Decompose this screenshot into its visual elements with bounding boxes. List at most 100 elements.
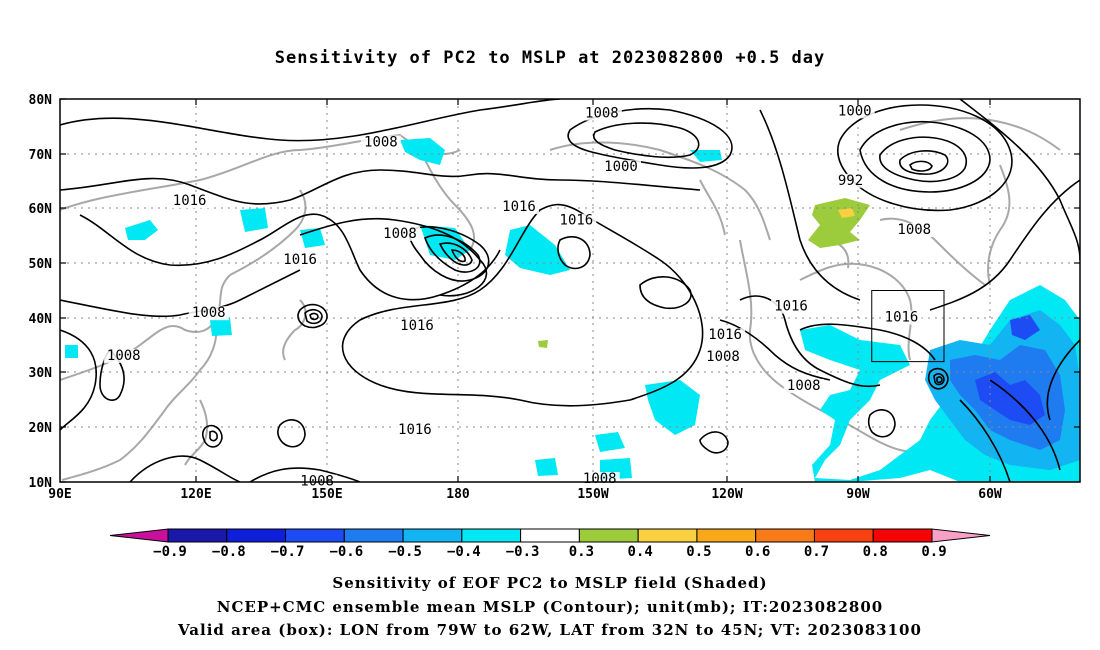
- plot-frame: [59, 98, 1081, 483]
- map-title: Sensitivity of PC2 to MSLP at 2023082800…: [274, 48, 826, 68]
- colorbar-swatch: [872, 528, 933, 543]
- contour-label: 992: [838, 173, 863, 189]
- colorbar-left-arrow: [109, 528, 169, 543]
- lat-tick-label: 50N: [29, 257, 53, 272]
- lat-tick-label: 10N: [29, 476, 53, 491]
- contour-label: 1008: [364, 135, 398, 151]
- tick-marks: [60, 98, 1080, 483]
- lon-tick-label: 150E: [311, 487, 342, 502]
- colorbar-label: 0.7: [804, 544, 829, 560]
- contour-label: 1016: [774, 299, 808, 315]
- contour-label: 1016: [560, 213, 594, 229]
- contour-label-bg: [894, 223, 935, 238]
- caption-line-1: Sensitivity of EOF PC2 to MSLP field (Sh…: [332, 574, 768, 592]
- contour-label-bg: [169, 194, 210, 209]
- contour-label-bg: [601, 160, 641, 175]
- colorbar-swatch: [578, 528, 639, 543]
- contour-label-bg: [103, 348, 144, 363]
- colorbar-swatch: [813, 528, 874, 543]
- contour-label: 1008: [107, 348, 141, 364]
- colorbar-label: −0.8: [212, 544, 246, 560]
- contour-label-bg: [499, 200, 539, 215]
- contour-label-bg: [360, 135, 401, 150]
- colorbar-swatch: [520, 528, 580, 543]
- mslp-contours: [60, 99, 1080, 482]
- contour-label: 1016: [502, 199, 536, 215]
- contour-label: 1008: [383, 226, 417, 242]
- colorbar-swatch: [755, 528, 815, 543]
- contour-label-bg: [881, 310, 922, 325]
- colorbar-label: 0.3: [569, 544, 594, 560]
- contour-label-bg: [380, 226, 420, 241]
- lon-tick-label: 60W: [978, 487, 1002, 502]
- lon-tick-label: 90W: [846, 487, 870, 502]
- contour-label: 1000: [604, 159, 638, 175]
- valid-area-box: [871, 290, 945, 363]
- contour-label: 1008: [583, 471, 617, 487]
- colorbar-swatch: [402, 528, 463, 543]
- colorbar-label: 0.6: [745, 544, 770, 560]
- caption-line-3: Valid area (box): LON from 79W to 62W, L…: [178, 621, 922, 639]
- lon-tick-label: 180: [446, 487, 470, 502]
- lat-tick-label: 40N: [29, 312, 53, 327]
- contour-label: 1008: [192, 305, 226, 321]
- contour-label-bg: [783, 378, 824, 393]
- colorbar-right-arrow: [931, 528, 991, 543]
- colorbar-swatch: [637, 528, 698, 543]
- colorbar-label: −0.4: [447, 544, 481, 560]
- contour-label: 1016: [885, 310, 919, 326]
- colorbar-swatch: [167, 528, 228, 543]
- colorbar-label: −0.9: [153, 544, 187, 560]
- colorbar: −0.9 −0.8 −0.7 −0.6 −0.5 −0.4 −0.3 0.3 0.4 0.5 0.6…: [109, 528, 991, 560]
- contour-label-bg: [397, 318, 437, 333]
- lon-tick-label: 120E: [180, 487, 211, 502]
- lon-tick-label: 120W: [711, 487, 742, 502]
- colorbar-label: 0.4: [628, 544, 653, 560]
- lat-tick-label: 30N: [29, 366, 53, 381]
- contour-label-bg: [703, 349, 743, 364]
- contour-label: 1016: [708, 327, 742, 343]
- colorbar-label: 0.9: [921, 544, 946, 560]
- contour-label: 1016: [400, 318, 434, 334]
- contour-label-bg: [835, 173, 866, 188]
- longitude-axis: 90E 120E 150E 180 150W 120W 90W 60W: [48, 487, 1002, 502]
- contour-label: 1008: [787, 378, 821, 394]
- lat-tick-label: 60N: [29, 202, 53, 217]
- contour-label: 1016: [398, 422, 432, 438]
- colorbar-label: −0.6: [329, 544, 363, 560]
- colorbar-swatch: [461, 528, 522, 543]
- caption-line-2: NCEP+CMC ensemble mean MSLP (Contour); u…: [216, 598, 884, 616]
- contour-label-bg: [771, 299, 811, 314]
- colorbar-label: −0.7: [271, 544, 305, 560]
- colorbar-label: 0.5: [686, 544, 711, 560]
- lon-tick-label: 90E: [48, 487, 71, 502]
- contour-label: 1008: [897, 222, 931, 238]
- colorbar-swatch: [226, 528, 287, 543]
- contour-label: 1016: [283, 252, 317, 268]
- colorbar-label: 0.8: [863, 544, 888, 560]
- contour-label-bg: [705, 328, 746, 343]
- lon-tick-label: 150W: [577, 487, 608, 502]
- lat-tick-label: 70N: [29, 148, 53, 163]
- colorbar-label: −0.3: [506, 544, 540, 560]
- contour-label: 1016: [173, 193, 207, 209]
- lat-tick-label: 80N: [29, 93, 53, 108]
- contour-labels: 1008 1016 1016 1008 1016 1008 1008 1016 1008 1008…: [103, 103, 935, 490]
- latitude-axis: 80N 70N 60N 50N 40N 30N 20N 10N: [29, 93, 53, 491]
- contour-label-bg: [394, 422, 435, 437]
- contour-label: 1008: [706, 349, 740, 365]
- lat-tick-label: 20N: [29, 421, 53, 436]
- contour-label: 1008: [585, 106, 619, 122]
- colorbar-swatch: [285, 528, 345, 543]
- contour-label-bg: [280, 253, 321, 268]
- coastlines: [60, 117, 1061, 481]
- colorbar-swatch: [343, 528, 404, 543]
- contour-label: 1000: [838, 103, 872, 119]
- contour-label-bg: [188, 306, 229, 321]
- colorbar-swatch: [696, 528, 757, 543]
- contour-label-bg: [556, 213, 597, 228]
- contour-label-bg: [581, 106, 622, 121]
- colorbar-label: −0.5: [388, 544, 422, 560]
- contour-label-bg: [834, 104, 875, 119]
